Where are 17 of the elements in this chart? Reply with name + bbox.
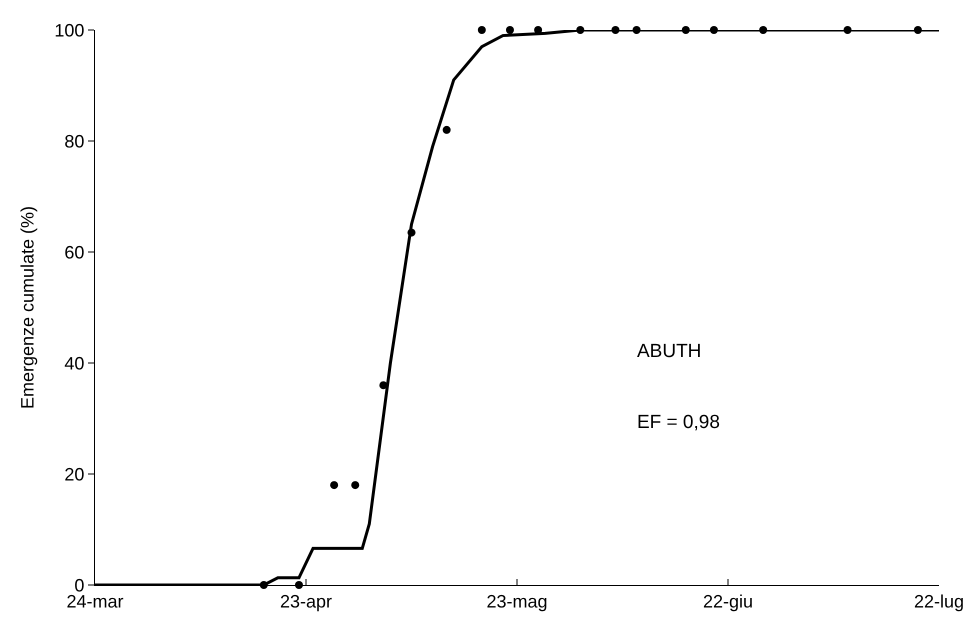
y-axis-title: Emergenze cumulate (%) — [18, 206, 38, 410]
y-tick-label: 20 — [64, 464, 84, 484]
point — [506, 26, 514, 34]
point — [478, 26, 486, 34]
point — [351, 481, 360, 490]
y-tick-label: 60 — [64, 242, 84, 262]
point — [330, 481, 338, 490]
y-tick-label: 40 — [64, 353, 84, 374]
x-tick-label: 23-mag — [486, 592, 548, 612]
y-tick-label: 100 — [54, 20, 84, 40]
x-tick-label: 22-giu — [702, 592, 754, 612]
annotation: EF = 0,98 — [637, 412, 720, 433]
x-tick-label: 22-lug — [914, 592, 964, 612]
x-tick-label: 23-apr — [280, 592, 332, 612]
y-tick-label: 80 — [64, 131, 84, 152]
annotation: ABUTH — [637, 341, 702, 362]
point — [442, 126, 451, 134]
